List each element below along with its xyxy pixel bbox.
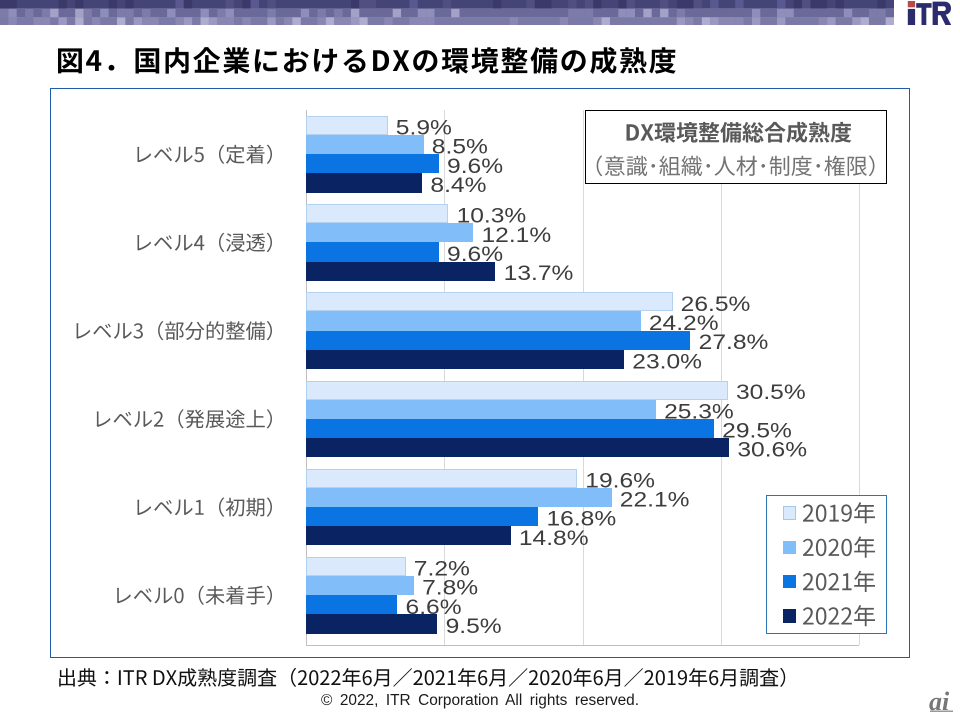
svg-text:8.4%: 8.4% <box>430 172 486 197</box>
svg-text:10.3%: 10.3% <box>457 203 527 228</box>
svg-text:27.8%: 27.8% <box>699 329 769 354</box>
svg-text:7.8%: 7.8% <box>422 575 478 600</box>
svg-text:13.7%: 13.7% <box>504 260 574 285</box>
svg-text:23.0%: 23.0% <box>632 348 702 373</box>
svg-text:9.6%: 9.6% <box>447 241 503 266</box>
svg-text:5.9%: 5.9% <box>396 115 452 140</box>
svg-text:30.5%: 30.5% <box>736 379 806 404</box>
svg-text:7.2%: 7.2% <box>414 556 470 581</box>
svg-text:25.3%: 25.3% <box>664 398 734 423</box>
svg-text:© 2022, ITR Corporation All ri: © 2022, ITR Corporation All rights reser… <box>321 692 639 709</box>
svg-text:ai: ai <box>929 687 950 716</box>
svg-text:16.8%: 16.8% <box>547 506 617 531</box>
svg-text:26.5%: 26.5% <box>681 291 751 316</box>
svg-text:22.1%: 22.1% <box>620 487 690 512</box>
svg-text:9.5%: 9.5% <box>446 613 502 638</box>
svg-text:19.6%: 19.6% <box>585 467 655 492</box>
svg-text:29.5%: 29.5% <box>722 417 792 442</box>
svg-text:8.5%: 8.5% <box>432 134 488 159</box>
svg-text:14.8%: 14.8% <box>519 525 589 550</box>
svg-text:9.6%: 9.6% <box>447 153 503 178</box>
svg-text:12.1%: 12.1% <box>482 222 552 247</box>
svg-text:6.6%: 6.6% <box>406 594 462 619</box>
svg-text:30.6%: 30.6% <box>737 437 807 462</box>
svg-text:24.2%: 24.2% <box>649 310 719 335</box>
